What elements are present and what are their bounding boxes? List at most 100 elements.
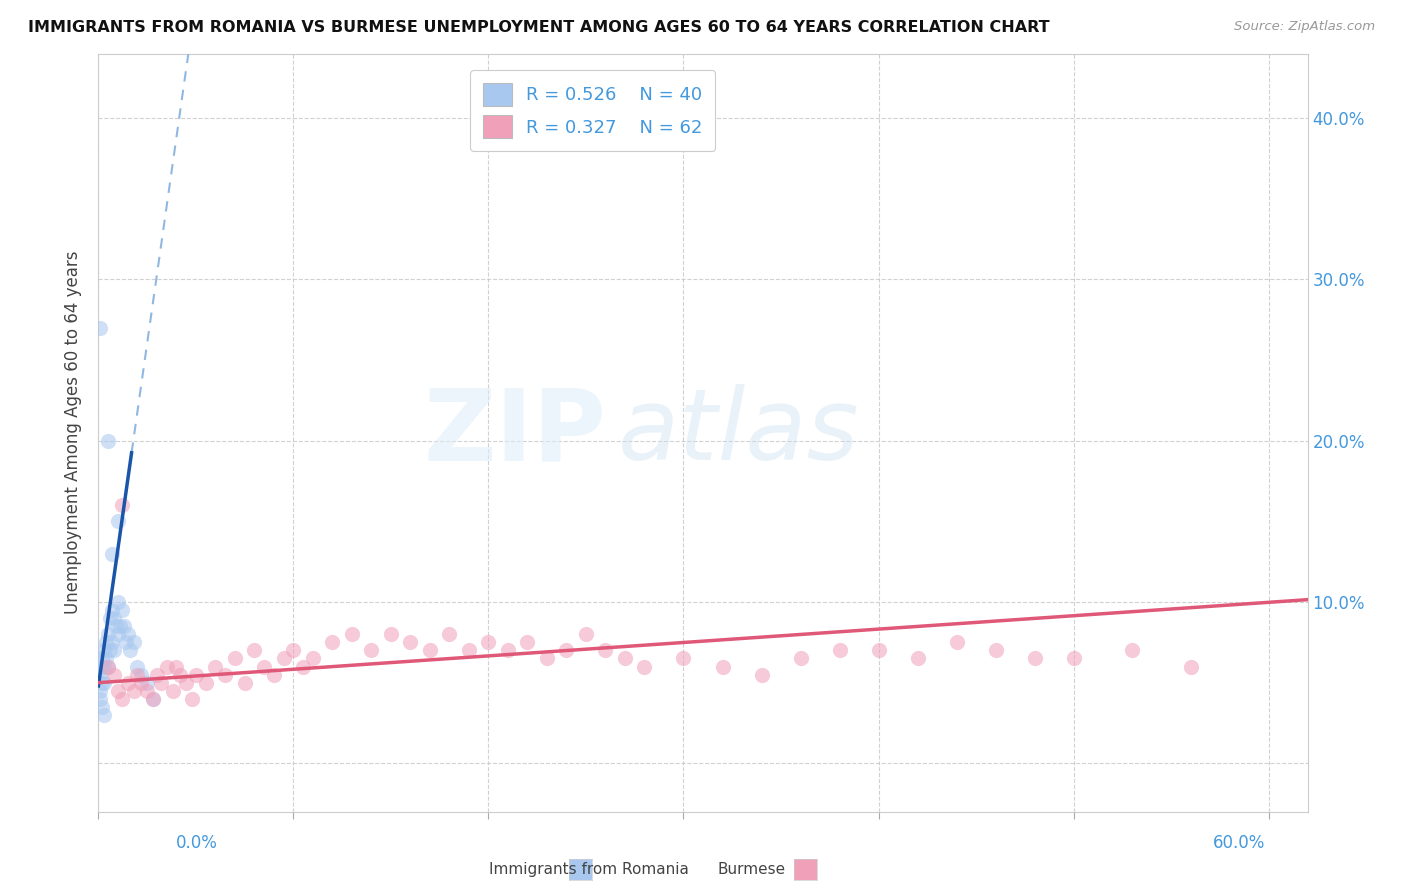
Point xyxy=(136,683,159,698)
Point xyxy=(184,667,207,681)
Point xyxy=(101,635,124,649)
Point xyxy=(419,643,441,657)
Point xyxy=(321,635,343,649)
Point xyxy=(111,498,134,512)
Point xyxy=(117,675,139,690)
Point xyxy=(111,603,134,617)
Point xyxy=(111,691,134,706)
Point xyxy=(204,659,226,673)
Point xyxy=(984,643,1007,657)
Point xyxy=(103,611,125,625)
Point xyxy=(162,683,184,698)
Point xyxy=(789,651,811,665)
Y-axis label: Unemployment Among Ages 60 to 64 years: Unemployment Among Ages 60 to 64 years xyxy=(65,251,83,615)
Point xyxy=(112,619,135,633)
Point xyxy=(93,643,115,657)
Point xyxy=(868,643,890,657)
Point xyxy=(93,707,115,722)
Point xyxy=(108,619,131,633)
Point xyxy=(149,675,172,690)
Text: Source: ZipAtlas.com: Source: ZipAtlas.com xyxy=(1234,20,1375,33)
Point xyxy=(224,651,246,665)
Point xyxy=(136,675,159,690)
Point xyxy=(96,635,118,649)
Point xyxy=(91,675,114,690)
Point xyxy=(104,619,127,633)
Point xyxy=(91,659,114,673)
Point xyxy=(101,547,124,561)
Point xyxy=(945,635,967,649)
Text: Immigrants from Romania: Immigrants from Romania xyxy=(489,863,689,877)
Point xyxy=(97,627,120,641)
Point xyxy=(1024,651,1046,665)
Point xyxy=(243,643,266,657)
Point xyxy=(672,651,695,665)
Point xyxy=(477,635,499,649)
Point xyxy=(595,643,617,657)
Text: Burmese: Burmese xyxy=(717,863,785,877)
Point xyxy=(93,675,115,690)
Point xyxy=(103,667,125,681)
Point xyxy=(711,659,734,673)
Point xyxy=(142,691,165,706)
Point xyxy=(828,643,851,657)
Point xyxy=(107,683,129,698)
Point xyxy=(1063,651,1085,665)
Point xyxy=(1121,643,1143,657)
Point xyxy=(360,643,382,657)
Point xyxy=(98,611,121,625)
Point xyxy=(399,635,422,649)
Point xyxy=(114,635,136,649)
Point xyxy=(89,320,111,334)
Point xyxy=(89,691,111,706)
Point xyxy=(233,675,256,690)
Point xyxy=(142,691,165,706)
Text: 60.0%: 60.0% xyxy=(1213,834,1265,852)
Point xyxy=(117,627,139,641)
Point xyxy=(107,627,129,641)
Point xyxy=(614,651,637,665)
Point xyxy=(340,627,363,641)
Point xyxy=(263,667,285,681)
Point xyxy=(555,643,578,657)
Point xyxy=(96,651,118,665)
Point xyxy=(89,659,111,673)
Point xyxy=(169,667,191,681)
Point xyxy=(165,659,187,673)
Point xyxy=(107,595,129,609)
Point xyxy=(118,643,141,657)
Text: ZIP: ZIP xyxy=(423,384,606,481)
Point xyxy=(127,659,149,673)
Point xyxy=(107,514,129,528)
Point xyxy=(751,667,773,681)
Point xyxy=(97,659,120,673)
Point xyxy=(194,675,217,690)
Point xyxy=(131,675,153,690)
Point xyxy=(181,691,204,706)
Point xyxy=(253,659,276,673)
Point xyxy=(439,627,461,641)
Point xyxy=(458,643,481,657)
Point xyxy=(122,635,145,649)
Point xyxy=(302,651,325,665)
Text: atlas: atlas xyxy=(619,384,860,481)
Point xyxy=(146,667,169,681)
Point xyxy=(156,659,179,673)
Point xyxy=(516,635,538,649)
Point xyxy=(127,667,149,681)
Text: 0.0%: 0.0% xyxy=(176,834,218,852)
Point xyxy=(97,659,120,673)
Point xyxy=(292,659,315,673)
Point xyxy=(122,683,145,698)
Point xyxy=(174,675,197,690)
Point xyxy=(101,603,124,617)
Point xyxy=(98,643,121,657)
Point xyxy=(91,651,114,665)
Point xyxy=(89,667,111,681)
Point xyxy=(97,434,120,448)
Point xyxy=(536,651,558,665)
Point xyxy=(575,627,598,641)
Point xyxy=(89,683,111,698)
Point xyxy=(103,643,125,657)
Point xyxy=(907,651,929,665)
